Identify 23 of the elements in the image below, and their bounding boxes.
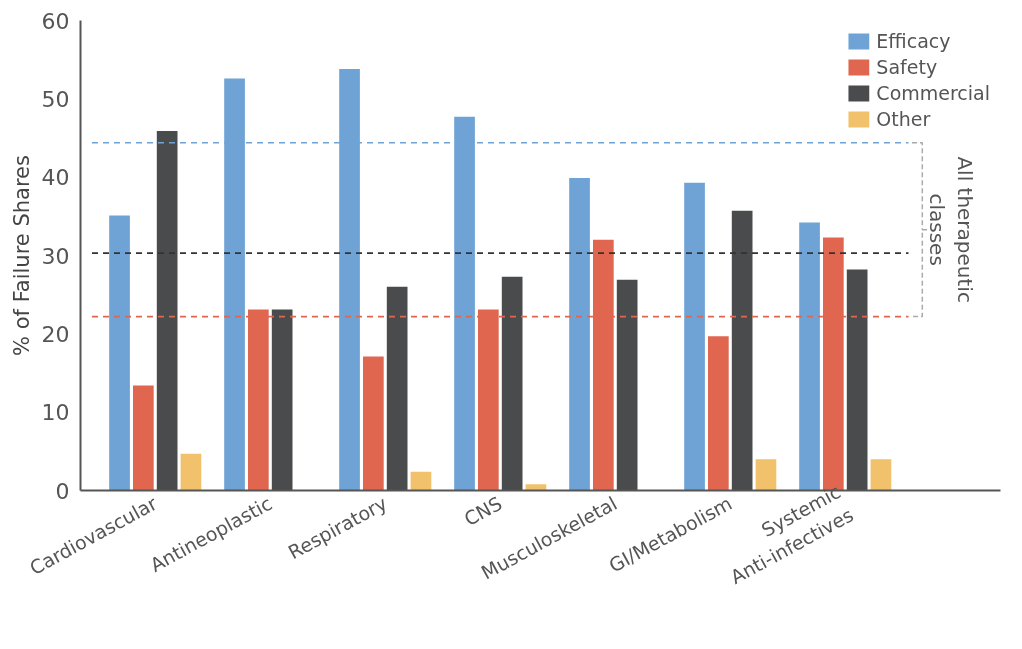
legend-label: Efficacy <box>876 30 951 52</box>
legend-label: Commercial <box>876 82 990 104</box>
bar <box>363 356 384 491</box>
bar <box>708 336 729 491</box>
y-tick-label: 0 <box>55 478 70 504</box>
bar <box>870 459 892 491</box>
y-tick-label: 60 <box>41 8 70 34</box>
bar <box>525 484 547 491</box>
y-axis-title: % of Failure Shares <box>9 155 34 356</box>
bar <box>180 453 202 491</box>
bar <box>133 385 154 491</box>
y-tick-label: 10 <box>41 400 70 426</box>
bar <box>410 471 432 491</box>
y-tick-label: 40 <box>41 165 70 191</box>
y-tick-label: 20 <box>41 321 70 347</box>
y-tick-label: 30 <box>41 243 70 269</box>
legend-label: Other <box>876 108 931 130</box>
bar <box>109 215 130 491</box>
y-tick-label: 50 <box>41 86 70 112</box>
legend-label: Safety <box>876 56 938 78</box>
text: All therapeutic classes <box>924 156 978 303</box>
bar <box>569 177 590 491</box>
bar <box>684 182 705 491</box>
